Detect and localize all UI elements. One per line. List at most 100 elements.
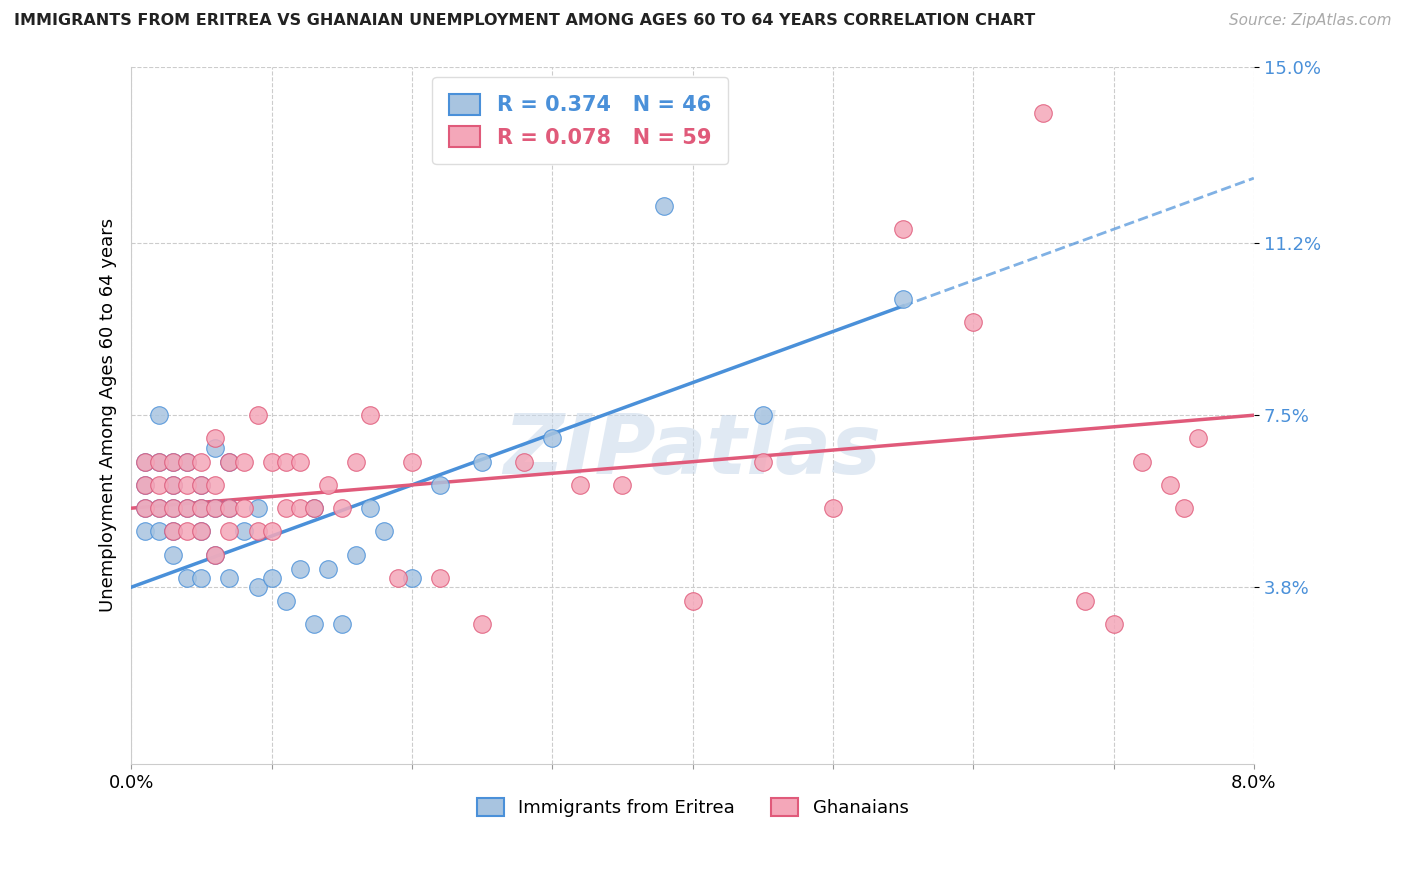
Point [134, 455, 156, 469]
Point [330, 617, 353, 632]
Point [359, 501, 381, 516]
Point [471, 617, 494, 632]
Point [148, 408, 170, 422]
Text: IMMIGRANTS FROM ERITREA VS GHANAIAN UNEMPLOYMENT AMONG AGES 60 TO 64 YEARS CORRE: IMMIGRANTS FROM ERITREA VS GHANAIAN UNEM… [14, 13, 1035, 29]
Point [204, 501, 226, 516]
Point [148, 455, 170, 469]
Point [1032, 106, 1054, 120]
Point [162, 548, 184, 562]
Point [232, 501, 254, 516]
Point [260, 455, 283, 469]
Point [218, 501, 240, 516]
Point [162, 478, 184, 492]
Point [682, 594, 704, 608]
Point [148, 501, 170, 516]
Point [316, 478, 339, 492]
Point [401, 571, 423, 585]
Point [148, 501, 170, 516]
Point [302, 501, 325, 516]
Point [134, 455, 156, 469]
Point [204, 432, 226, 446]
Point [274, 455, 297, 469]
Point [260, 524, 283, 539]
Point [751, 408, 773, 422]
Point [1074, 594, 1097, 608]
Point [387, 571, 409, 585]
Point [190, 455, 212, 469]
Point [401, 455, 423, 469]
Point [134, 501, 156, 516]
Text: Source: ZipAtlas.com: Source: ZipAtlas.com [1229, 13, 1392, 29]
Point [541, 432, 564, 446]
Point [162, 524, 184, 539]
Point [162, 501, 184, 516]
Point [1173, 501, 1195, 516]
Point [162, 478, 184, 492]
Point [288, 561, 311, 575]
Point [1187, 432, 1209, 446]
Point [218, 501, 240, 516]
Text: ZIPatlas: ZIPatlas [503, 409, 882, 491]
Point [246, 524, 269, 539]
Point [513, 455, 536, 469]
Point [274, 594, 297, 608]
Point [654, 199, 676, 213]
Point [569, 478, 592, 492]
Point [176, 524, 198, 539]
Point [1159, 478, 1181, 492]
Point [260, 571, 283, 585]
Point [134, 478, 156, 492]
Point [148, 455, 170, 469]
Point [891, 292, 914, 306]
Legend: Immigrants from Eritrea, Ghanaians: Immigrants from Eritrea, Ghanaians [470, 790, 915, 824]
Point [316, 561, 339, 575]
Point [204, 501, 226, 516]
Point [176, 501, 198, 516]
Point [190, 571, 212, 585]
Point [190, 478, 212, 492]
Point [246, 408, 269, 422]
Point [1130, 455, 1153, 469]
Point [148, 478, 170, 492]
Point [134, 501, 156, 516]
Point [176, 455, 198, 469]
Point [190, 524, 212, 539]
Point [204, 548, 226, 562]
Point [344, 455, 367, 469]
Point [612, 478, 634, 492]
Point [246, 580, 269, 594]
Point [218, 571, 240, 585]
Point [288, 501, 311, 516]
Point [204, 478, 226, 492]
Point [302, 617, 325, 632]
Point [176, 478, 198, 492]
Y-axis label: Unemployment Among Ages 60 to 64 years: Unemployment Among Ages 60 to 64 years [100, 219, 117, 612]
Point [218, 455, 240, 469]
Point [751, 455, 773, 469]
Point [232, 455, 254, 469]
Point [176, 501, 198, 516]
Point [190, 524, 212, 539]
Point [429, 571, 451, 585]
Point [288, 455, 311, 469]
Point [373, 524, 395, 539]
Point [330, 501, 353, 516]
Point [274, 501, 297, 516]
Point [204, 441, 226, 455]
Point [218, 455, 240, 469]
Point [190, 501, 212, 516]
Point [962, 315, 984, 329]
Point [148, 524, 170, 539]
Point [134, 524, 156, 539]
Point [162, 501, 184, 516]
Point [359, 408, 381, 422]
Point [246, 501, 269, 516]
Point [190, 501, 212, 516]
Point [891, 222, 914, 236]
Point [1102, 617, 1125, 632]
Point [204, 548, 226, 562]
Point [429, 478, 451, 492]
Point [162, 455, 184, 469]
Point [218, 524, 240, 539]
Point [162, 455, 184, 469]
